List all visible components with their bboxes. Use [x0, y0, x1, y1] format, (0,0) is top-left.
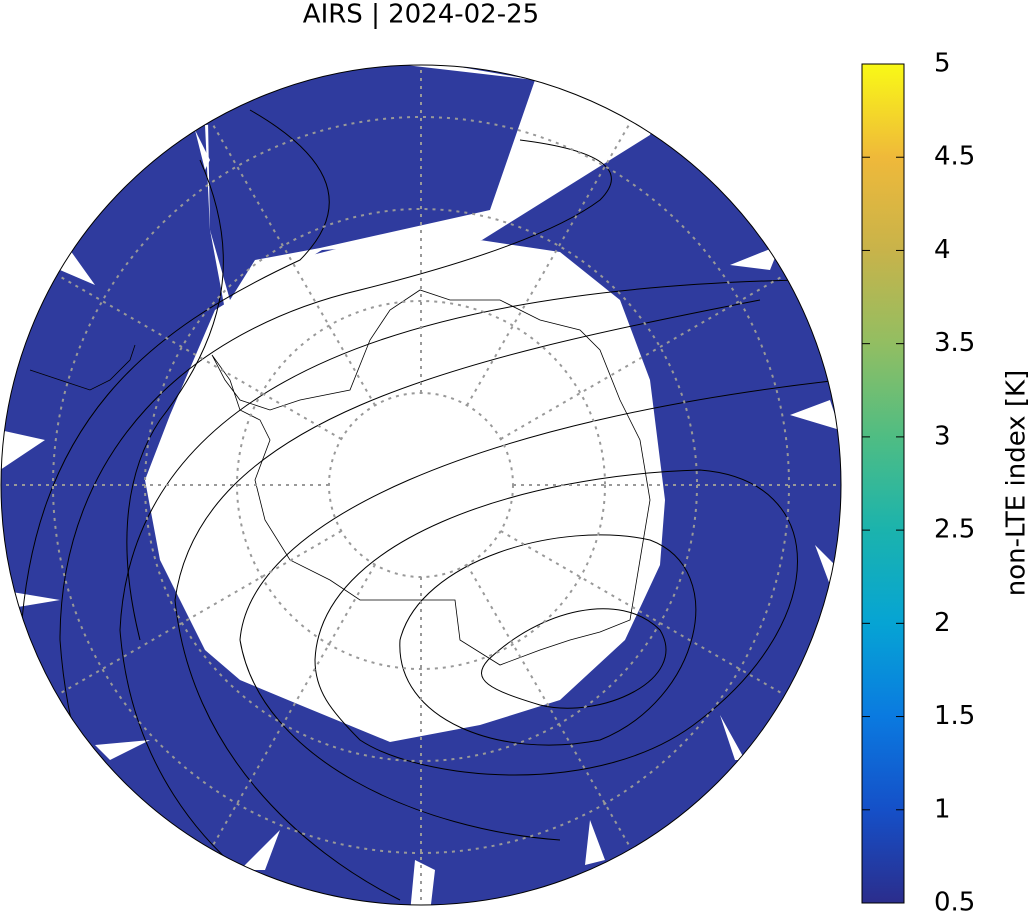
colorbar-tick-label: 1.5 — [934, 701, 975, 731]
colorbar-tick-label: 1 — [934, 794, 951, 824]
map — [1, 65, 841, 905]
latitude-circle — [52, 116, 790, 854]
map-border — [0, 64, 842, 906]
colorbar-tick-label: 5 — [934, 49, 951, 79]
data-swaths — [208, 65, 535, 300]
meridian — [500, 530, 786, 696]
meridian — [466, 564, 632, 850]
chart-title: AIRS | 2024-02-25 — [303, 0, 539, 30]
no-data-region — [145, 215, 665, 742]
colorbar-tick-label: 2.5 — [934, 515, 975, 545]
meridian — [56, 530, 342, 696]
colorbar-tick-label: 4 — [934, 235, 951, 265]
meridian — [210, 564, 376, 850]
colorbar-tick-label: 0.5 — [934, 888, 975, 914]
coastline — [211, 289, 651, 666]
colorbar-tick-label: 3.5 — [934, 328, 975, 358]
meridian — [210, 120, 376, 406]
meridian — [466, 120, 632, 406]
latitude-circle — [236, 300, 606, 670]
meridian — [500, 274, 786, 440]
colorbar-tick-label: 2 — [934, 608, 951, 638]
meridian — [56, 274, 342, 440]
graticule — [1, 65, 841, 905]
colorbar-tick-label: 3 — [934, 421, 951, 451]
colorbar — [861, 63, 905, 904]
colorbar-tick-label: 4.5 — [934, 142, 975, 172]
colorbar-label: non-LTE index [K] — [1002, 370, 1032, 596]
